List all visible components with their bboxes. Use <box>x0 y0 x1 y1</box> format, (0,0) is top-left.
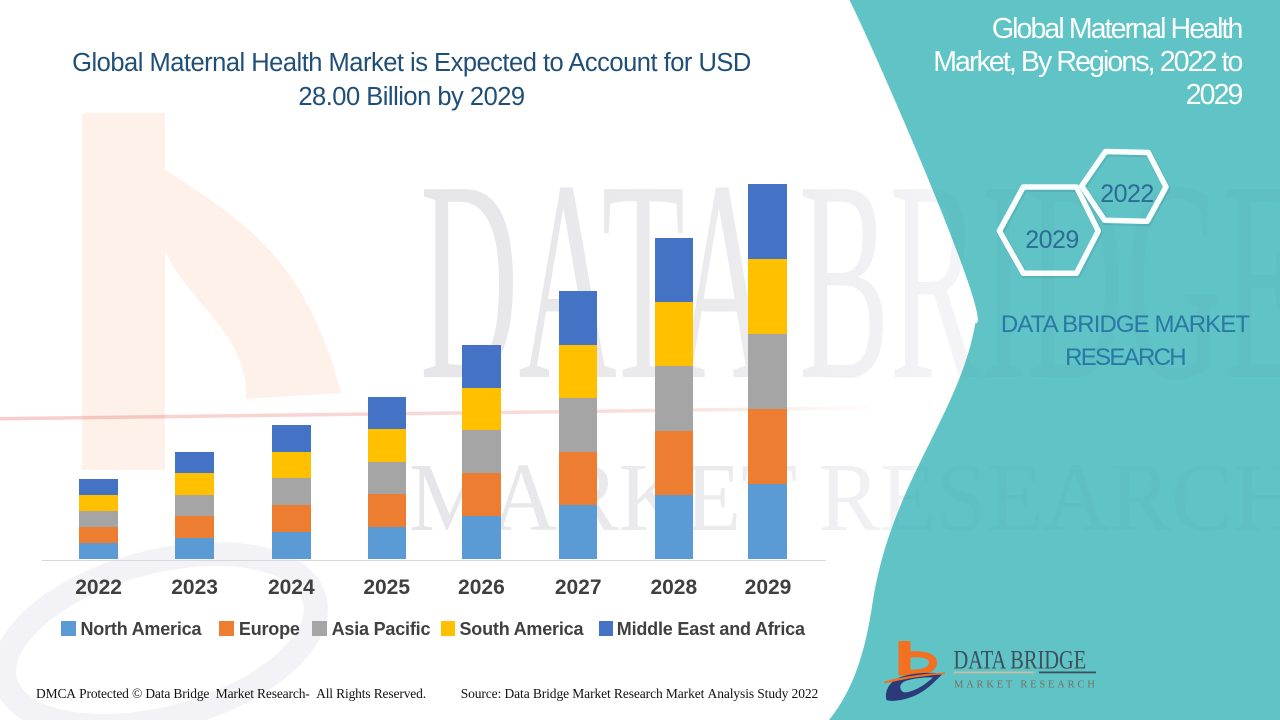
svg-text:DATA BRIDGE: DATA BRIDGE <box>954 646 1087 675</box>
svg-text:MARKET RESEARCH: MARKET RESEARCH <box>954 680 1098 691</box>
svg-text:DATA BRIDGE: DATA BRIDGE <box>420 122 1280 440</box>
svg-text:MARKET RESEARCH: MARKET RESEARCH <box>409 444 1280 552</box>
